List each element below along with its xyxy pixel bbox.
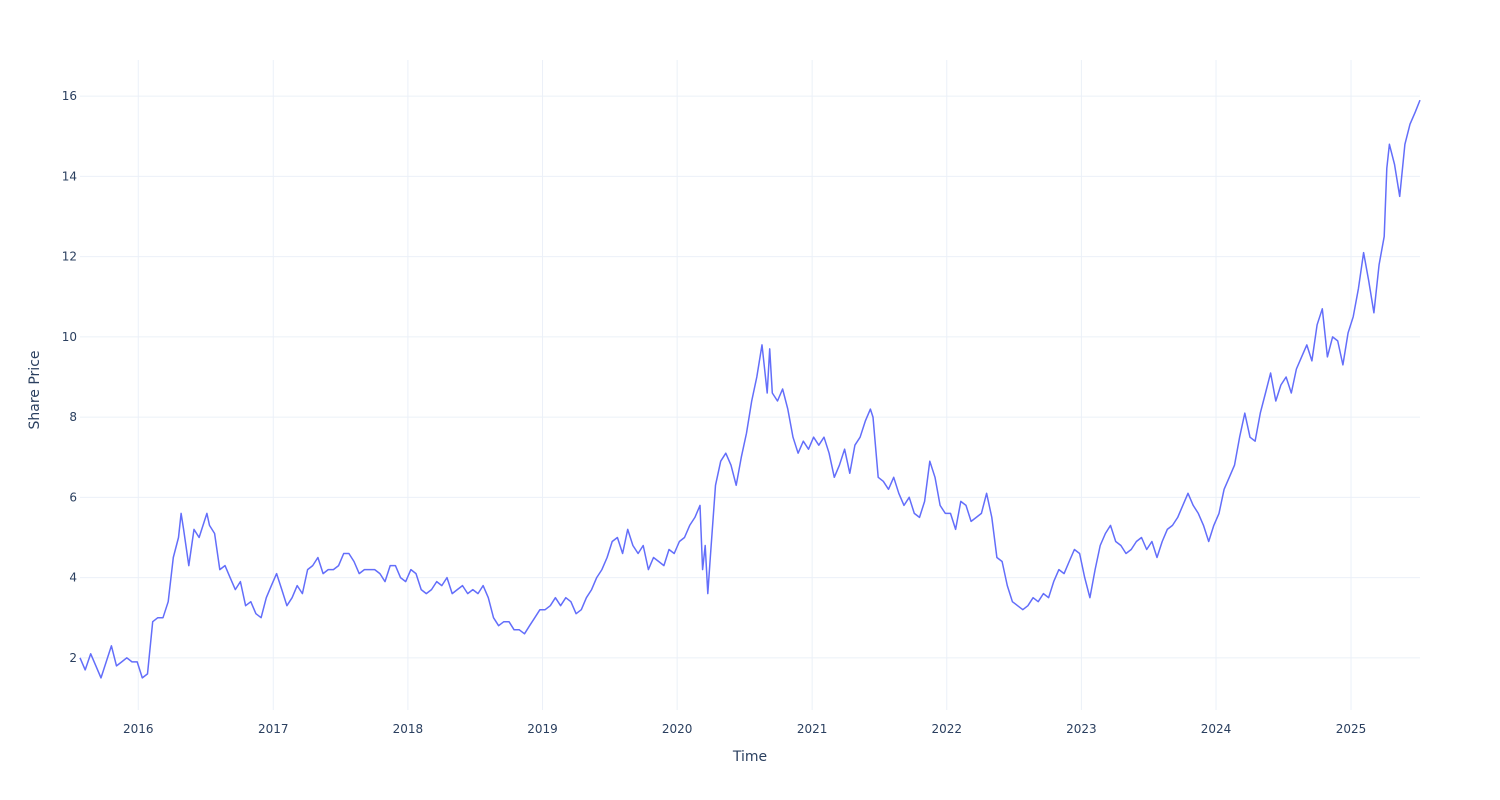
series-layer [79, 99, 1421, 679]
y-tick-label: 12 [62, 250, 77, 264]
y-tick-label: 10 [62, 330, 77, 344]
x-tick-label: 2017 [258, 722, 289, 736]
y-tick-label: 14 [62, 169, 77, 183]
x-tick-label: 2020 [662, 722, 693, 736]
y-tick-label: 4 [69, 571, 77, 585]
share-price-line [79, 99, 1421, 679]
x-tick-label: 2019 [527, 722, 558, 736]
x-tick-label: 2021 [797, 722, 828, 736]
x-tick-label: 2023 [1066, 722, 1097, 736]
y-tick-label: 6 [69, 490, 77, 504]
y-tick-label: 8 [69, 410, 77, 424]
x-tick-label: 2025 [1336, 722, 1367, 736]
x-axis-title: Time [732, 749, 767, 765]
x-tick-label: 2022 [932, 722, 963, 736]
x-axis-ticks: 2016 2017 2018 2019 2020 2021 2022 2023 2024 2025 [123, 722, 1366, 736]
x-gridlines [137, 60, 1352, 710]
y-axis-ticks: 2 4 6 8 10 12 14 16 [62, 89, 77, 665]
y-tick-label: 2 [69, 651, 77, 665]
x-tick-label: 2018 [393, 722, 424, 736]
y-tick-label: 16 [62, 89, 77, 103]
y-gridlines [80, 95, 1420, 659]
x-tick-label: 2016 [123, 722, 154, 736]
x-tick-label: 2024 [1201, 722, 1232, 736]
y-axis-title: Share Price [27, 350, 43, 429]
